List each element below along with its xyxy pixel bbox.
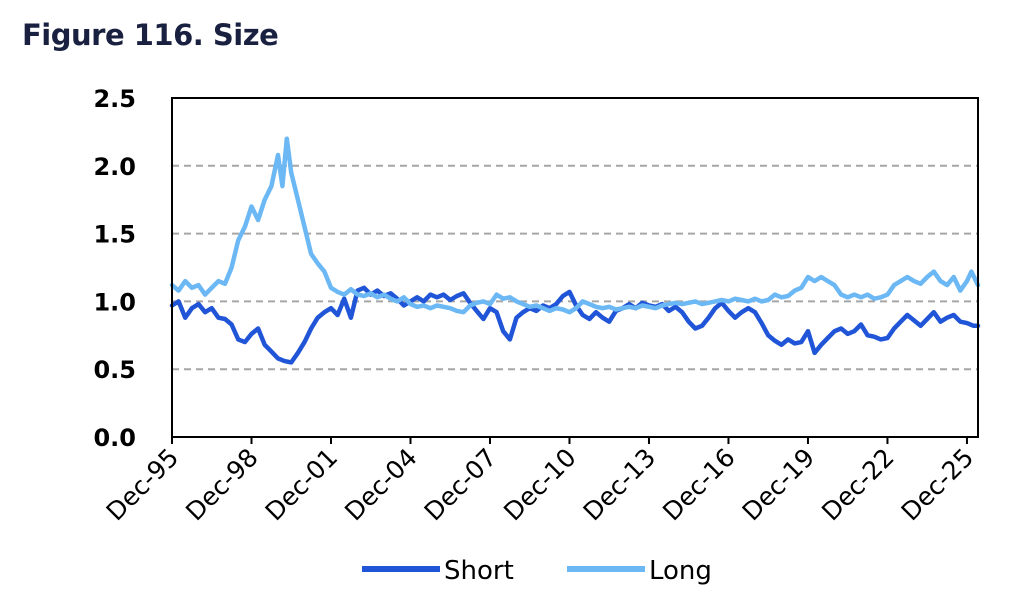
- y-tick-label: 1.5: [93, 221, 136, 249]
- legend-label-long: Long: [649, 556, 712, 586]
- gridlines: [172, 164, 978, 371]
- y-tick-label: 2.0: [93, 153, 136, 181]
- x-axis: Dec-95Dec-98Dec-01Dec-04Dec-07Dec-10Dec-…: [101, 437, 980, 527]
- x-tick-label: Dec-22: [816, 443, 900, 527]
- x-tick-label: Dec-16: [657, 443, 741, 527]
- x-tick-label: Dec-01: [260, 443, 344, 527]
- x-tick-label: Dec-95: [101, 443, 185, 527]
- series-lines: [169, 136, 981, 365]
- series-line-long: [169, 136, 981, 315]
- x-tick-label: Dec-10: [498, 443, 582, 527]
- y-tick-label: 2.5: [93, 85, 136, 113]
- series-line-short: [169, 285, 981, 365]
- x-tick-label: Dec-98: [180, 443, 264, 527]
- y-tick-label: 0.0: [93, 424, 136, 452]
- x-tick-label: Dec-07: [419, 443, 503, 527]
- y-tick-label: 1.0: [93, 288, 136, 316]
- x-tick-label: Dec-13: [578, 443, 662, 527]
- legend: Short Long: [362, 556, 712, 586]
- plot-area-frame: [171, 97, 979, 438]
- x-tick-label: Dec-19: [737, 443, 821, 527]
- legend-label-short: Short: [444, 556, 514, 586]
- y-axis: 0.0 0.5 1.0 1.5 2.0 2.5: [93, 85, 136, 452]
- x-tick-label: Dec-25: [896, 443, 980, 527]
- y-tick-label: 0.5: [93, 356, 136, 384]
- chart-title: Figure 116. Size: [22, 18, 279, 52]
- x-tick-label: Dec-04: [339, 443, 423, 527]
